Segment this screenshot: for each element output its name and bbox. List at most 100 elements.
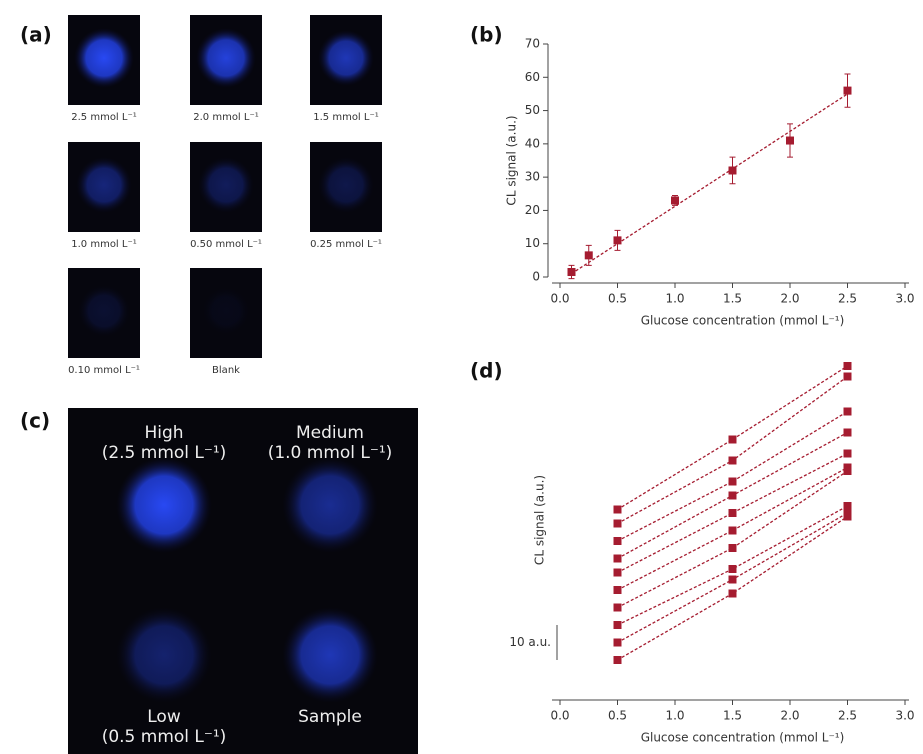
data-point [728, 526, 737, 535]
y-axis-title: CL signal (a.u.) [533, 475, 547, 565]
data-point [843, 509, 852, 517]
data-point [613, 537, 622, 545]
series-line [617, 515, 848, 661]
glow-spot [116, 607, 212, 703]
y-axis-title: CL signal (a.u.) [505, 115, 519, 205]
data-point [613, 236, 622, 245]
data-point [728, 491, 737, 500]
x-tick-label: 3.0 [895, 292, 914, 306]
glow-spot [78, 285, 130, 337]
x-axis-title: Glucose concentration (mmol L⁻¹) [641, 314, 845, 328]
series-line [617, 365, 848, 511]
data-point [728, 166, 737, 175]
x-axis-title: Glucose concentration (mmol L⁻¹) [641, 731, 845, 745]
data-point [584, 251, 593, 260]
data-point [843, 502, 852, 510]
glow-spot [196, 28, 256, 88]
data-point [728, 565, 737, 573]
data-point [843, 428, 852, 437]
tile-label: 1.0 mmol L⁻¹ [71, 239, 137, 250]
series-line [617, 375, 848, 525]
data-point [728, 456, 737, 465]
data-point [728, 575, 737, 584]
sample-image [68, 408, 418, 754]
data-point [613, 638, 622, 647]
data-point [613, 554, 622, 563]
tile-label: 0.50 mmol L⁻¹ [190, 239, 262, 250]
data-point [728, 589, 737, 598]
y-tick-label: 50 [525, 103, 540, 117]
tile-label: 2.0 mmol L⁻¹ [193, 112, 259, 123]
fit-line [571, 93, 848, 275]
sample-label: Low [147, 707, 181, 727]
data-point [728, 509, 737, 517]
data-point [613, 656, 622, 664]
panel-label: (c) [20, 409, 50, 433]
data-point [843, 463, 852, 472]
sample-label: (2.5 mmol L⁻¹) [102, 443, 227, 463]
glow-spot [318, 30, 374, 86]
data-point [671, 196, 679, 205]
x-tick-label: 0.0 [550, 709, 569, 723]
data-point [613, 586, 622, 594]
data-point [843, 362, 852, 370]
glow-spot [76, 157, 132, 213]
data-point [786, 136, 794, 145]
panel-label: (d) [470, 359, 503, 383]
panel-label: (b) [470, 23, 503, 47]
series-line [617, 470, 848, 609]
sample-label: Sample [298, 707, 362, 727]
x-tick-label: 3.0 [895, 709, 914, 723]
glow-spot [282, 607, 378, 703]
data-point [843, 449, 852, 458]
sample-label: Medium [296, 423, 364, 443]
x-tick-label: 2.0 [780, 292, 799, 306]
data-point [843, 372, 852, 381]
y-tick-label: 60 [525, 70, 540, 84]
data-point [613, 519, 622, 528]
glow-spot [282, 457, 378, 553]
x-tick-label: 1.0 [665, 709, 684, 723]
series-line [617, 466, 848, 591]
scale-bar-label: 10 a.u. [509, 635, 551, 649]
data-point [728, 435, 737, 444]
data-point [613, 568, 622, 577]
x-tick-label: 2.5 [838, 709, 857, 723]
sample-label: (1.0 mmol L⁻¹) [268, 443, 393, 463]
tile-label: 0.25 mmol L⁻¹ [310, 239, 382, 250]
y-tick-label: 70 [525, 37, 540, 51]
x-tick-label: 2.5 [838, 292, 857, 306]
x-tick-label: 1.0 [665, 292, 684, 306]
tile-label: 2.5 mmol L⁻¹ [71, 112, 137, 123]
y-tick-label: 10 [525, 236, 540, 250]
y-tick-label: 30 [525, 170, 540, 184]
y-tick-label: 0 [532, 270, 540, 284]
data-point [613, 621, 622, 629]
data-point [728, 544, 737, 552]
tile-label: 1.5 mmol L⁻¹ [313, 112, 379, 123]
x-tick-label: 1.5 [723, 292, 742, 306]
data-point [843, 86, 852, 95]
y-tick-label: 20 [525, 203, 540, 217]
sample-label: High [144, 423, 183, 443]
data-point [613, 505, 622, 514]
glow-spot [198, 157, 254, 213]
y-tick-label: 40 [525, 136, 540, 150]
tile-label: Blank [212, 365, 240, 376]
x-tick-label: 1.5 [723, 709, 742, 723]
series-line [617, 410, 848, 542]
sample-label: (0.5 mmol L⁻¹) [102, 727, 227, 747]
data-point [728, 477, 737, 486]
glow-spot [116, 457, 212, 553]
data-point [567, 268, 576, 277]
x-tick-label: 0.5 [608, 292, 627, 306]
panel-label: (a) [20, 23, 52, 47]
data-point [843, 407, 852, 416]
x-tick-label: 0.5 [608, 709, 627, 723]
data-point [613, 603, 622, 612]
x-tick-label: 2.0 [780, 709, 799, 723]
glow-spot [202, 287, 250, 335]
glow-spot [74, 28, 134, 88]
x-tick-label: 0.0 [550, 292, 569, 306]
